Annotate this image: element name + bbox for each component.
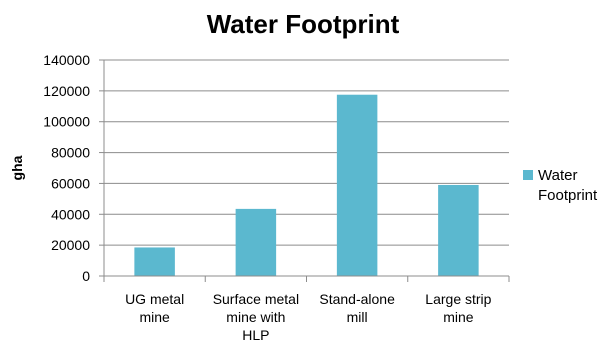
x-category-label: Large strip [425,291,491,307]
y-axis-ticks: 0 20000 40000 60000 80000 100000 120000 140000 [43,52,104,284]
chart-title: Water Footprint [207,9,400,39]
y-tick-label: 20000 [51,237,90,253]
legend-label-line: Footprint [538,187,598,204]
y-tick-label: 0 [82,268,90,284]
y-tick-label: 60000 [51,175,90,191]
x-axis-categories: UG metal mine Surface metal mine with HLP Sta… [125,291,492,343]
bar [235,208,277,276]
bar [336,94,378,276]
y-tick-label: 140000 [43,52,90,68]
bar [134,247,175,276]
legend: Water Footprint [523,167,598,204]
legend-label: Water Footprint [538,167,598,204]
x-category-label: mine with [226,309,285,325]
bar [438,184,479,276]
y-tick-label: 120000 [43,83,90,99]
x-category-label: mine [443,309,474,325]
y-tick-label: 40000 [51,206,90,222]
x-category-label: mine [139,309,170,325]
gridlines [104,59,509,246]
bars [134,94,479,276]
x-category-label: UG metal [125,291,184,307]
axes [103,60,510,282]
x-category-label: Stand-alone [319,291,395,307]
y-tick-label: 80000 [51,145,90,161]
y-axis-label: gha [9,155,25,180]
x-category-label: mill [347,309,368,325]
legend-label-line: Water [538,167,577,184]
x-category-label: HLP [242,327,269,343]
y-tick-label: 100000 [43,114,90,130]
legend-swatch [523,170,533,180]
x-category-label: Surface metal [213,291,299,307]
